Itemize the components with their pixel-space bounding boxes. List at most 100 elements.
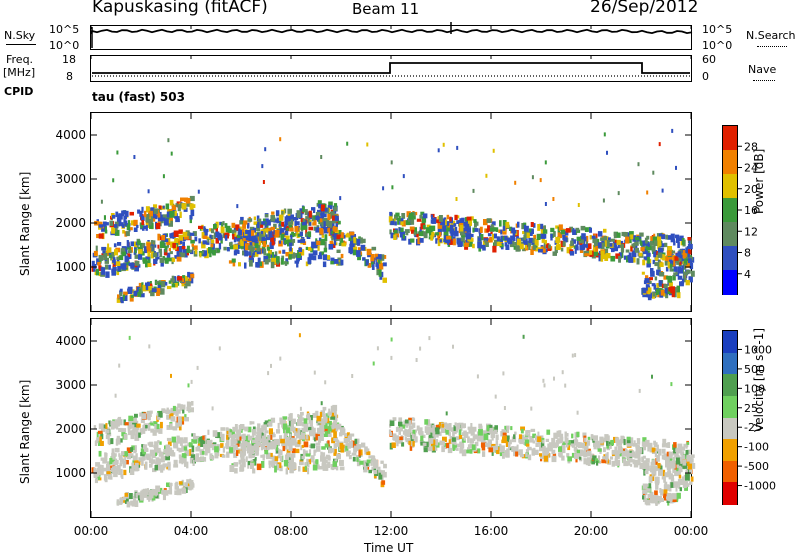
- power-cell: [116, 269, 120, 276]
- velocity-cell: [140, 418, 145, 423]
- power-colorbar-tick-label: 4: [744, 268, 751, 281]
- power-cell: [430, 219, 435, 224]
- velocity-cell: [539, 447, 543, 452]
- velocity-cell: [470, 444, 473, 448]
- velocity-cell: [615, 459, 621, 466]
- power-cell: [188, 275, 192, 282]
- power-cell: [645, 246, 648, 251]
- velocity-cell: [351, 374, 354, 378]
- power-cell: [184, 197, 189, 202]
- velocity-cell: [345, 445, 349, 452]
- velocity-cell: [373, 467, 377, 472]
- power-cell: [687, 253, 690, 258]
- velocity-cell: [377, 466, 381, 470]
- velocity-cell: [611, 460, 615, 467]
- power-cell: [324, 207, 328, 212]
- velocity-cell: [533, 449, 539, 455]
- power-cell: [311, 207, 316, 211]
- power-cell: [437, 232, 442, 237]
- power-cell: [315, 211, 321, 216]
- power-cell: [169, 199, 174, 206]
- power-cell: [376, 268, 380, 276]
- velocity-cell: [165, 490, 170, 494]
- power-cell: [405, 220, 411, 226]
- velocity-cell: [643, 494, 647, 499]
- power-cell: [477, 241, 482, 249]
- velocity-cell: [113, 461, 118, 465]
- velocity-cell: [366, 464, 370, 470]
- velocity-cell: [678, 445, 683, 453]
- velocity-cell: [226, 430, 229, 436]
- power-cell: [661, 234, 666, 240]
- velocity-cell: [129, 422, 133, 426]
- velocity-cell: [678, 470, 681, 476]
- power-cell: [324, 234, 328, 242]
- power-cell: [495, 227, 499, 232]
- power-cell: [108, 254, 112, 259]
- velocity-cell: [441, 423, 445, 430]
- power-cell: [134, 248, 137, 254]
- date-title: 26/Sep/2012: [590, 0, 699, 17]
- power-cell: [322, 254, 328, 261]
- power-cell: [474, 221, 479, 226]
- power-cell: [278, 250, 282, 254]
- power-cell: [312, 250, 318, 256]
- velocity-cell: [290, 453, 294, 458]
- power-cell: [604, 248, 609, 255]
- power-cell: [307, 231, 312, 238]
- velocity-cell: [661, 454, 666, 460]
- velocity-cell: [187, 383, 190, 388]
- power-cell: [155, 288, 161, 294]
- power-cell: [677, 251, 682, 258]
- velocity-cell: [160, 466, 164, 473]
- power-cell: [541, 226, 545, 230]
- power-cell: [240, 218, 244, 225]
- power-cell: [573, 245, 577, 249]
- power-colorbar: [722, 125, 738, 295]
- power-cell: [168, 248, 171, 252]
- velocity-colorbar-swatch: [723, 374, 737, 397]
- velocity-cell: [110, 438, 114, 445]
- power-cell: [139, 293, 145, 298]
- velocity-cell: [458, 435, 463, 439]
- power-cell: [416, 233, 419, 238]
- power-cell: [147, 240, 150, 244]
- power-cell: [296, 253, 301, 258]
- velocity-cell: [502, 371, 505, 376]
- power-cell: [493, 233, 497, 239]
- velocity-cell: [469, 449, 473, 454]
- velocity-cell: [174, 482, 179, 490]
- velocity-cell: [167, 441, 172, 447]
- velocity-cell: [322, 423, 325, 429]
- power-cell: [576, 236, 582, 241]
- power-cell: [529, 228, 532, 233]
- velocity-cell: [136, 423, 141, 428]
- power-cell: [390, 232, 395, 239]
- power-cell: [628, 236, 632, 244]
- power-cell: [302, 241, 307, 245]
- velocity-cell: [240, 452, 244, 459]
- velocity-cell: [685, 473, 690, 481]
- velocity-cell: [606, 445, 609, 449]
- power-cell: [153, 204, 158, 208]
- velocity-cell: [159, 441, 162, 445]
- velocity-cell: [242, 441, 248, 446]
- power-cell: [153, 208, 158, 214]
- power-cell: [426, 224, 431, 229]
- power-cell: [642, 248, 648, 255]
- power-cell: [437, 240, 441, 247]
- velocity-cell: [319, 411, 323, 418]
- velocity-cell: [282, 446, 286, 452]
- velocity-cell: [494, 425, 498, 433]
- power-cell: [145, 225, 148, 231]
- velocity-cell: [485, 443, 489, 447]
- velocity-cell: [483, 433, 489, 441]
- power-cell: [429, 225, 432, 233]
- velocity-cell: [591, 458, 596, 465]
- power-cell: [528, 231, 533, 236]
- power-cell: [528, 237, 534, 243]
- power-colorbar-swatch: [723, 270, 737, 295]
- power-cell: [330, 260, 335, 265]
- velocity-cell: [663, 479, 666, 483]
- power-cell: [658, 247, 663, 253]
